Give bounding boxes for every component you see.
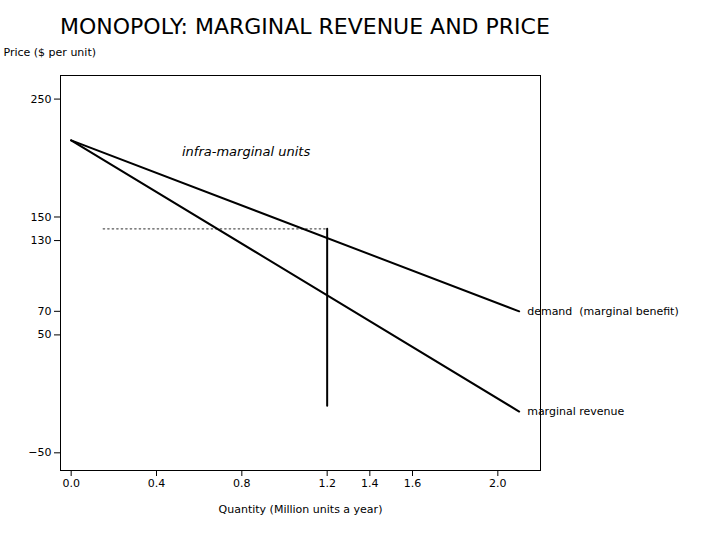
svg-text:50: 50 (38, 328, 52, 341)
svg-text:1.6: 1.6 (404, 477, 422, 490)
svg-text:2.0: 2.0 (489, 477, 507, 490)
svg-text:Price ($ per unit): Price ($ per unit) (4, 46, 97, 59)
svg-text:infra-marginal units: infra-marginal units (182, 144, 310, 159)
svg-text:marginal revenue: marginal revenue (527, 405, 624, 418)
svg-text:150: 150 (31, 211, 52, 224)
html-text:MONOPOLY: MARGINAL REVENUE AND: MONOPOLY: MARGINAL REVENUE AND PRICE (60, 14, 550, 39)
svg-text:130: 130 (31, 234, 52, 247)
svg-text:demand (marginal benefit): demand (marginal benefit) (527, 305, 679, 318)
svg-text:250: 250 (31, 93, 52, 106)
svg-text:0.0: 0.0 (62, 477, 80, 490)
svg-text:1.4: 1.4 (361, 477, 379, 490)
svg-text:−50: −50 (28, 446, 51, 459)
svg-text:70: 70 (38, 305, 52, 318)
svg-text:1.2: 1.2 (318, 477, 336, 490)
svg-text:Quantity (Million units a year: Quantity (Million units a year) (219, 503, 383, 516)
svg-text:0.8: 0.8 (233, 477, 251, 490)
svg-text:0.4: 0.4 (148, 477, 166, 490)
